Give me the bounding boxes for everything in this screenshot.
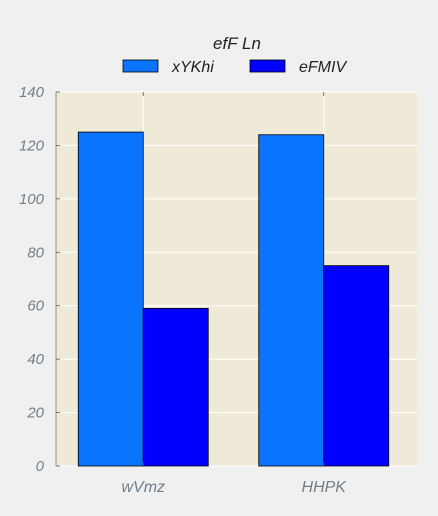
legend-title: efF Ln bbox=[213, 34, 261, 53]
y-tick-label: 100 bbox=[19, 191, 45, 208]
legend[interactable]: efF Ln xYKhi eFMIV bbox=[122, 34, 347, 76]
bar-eFMIV-HHPK[interactable] bbox=[323, 265, 390, 467]
y-tick-label: 60 bbox=[27, 298, 44, 315]
bar-xYKhi-HHPK[interactable] bbox=[258, 134, 325, 467]
bar-xYKhi-wVmz[interactable] bbox=[77, 131, 144, 467]
y-tick-label: 40 bbox=[27, 351, 44, 368]
x-tick-label: wVmz bbox=[121, 479, 165, 496]
x-tick-label: HHPK bbox=[302, 479, 348, 496]
legend-label-eFMIV: eFMIV bbox=[299, 59, 347, 76]
y-tick-label: 0 bbox=[36, 458, 45, 475]
legend-label-xYKhi: xYKhi bbox=[171, 59, 214, 76]
bar-eFMIV-wVmz[interactable] bbox=[142, 307, 209, 467]
y-tick-label: 140 bbox=[19, 84, 45, 101]
bars bbox=[77, 131, 390, 467]
y-tick-label: 120 bbox=[19, 137, 45, 154]
legend-swatch-eFMIV[interactable] bbox=[249, 59, 286, 73]
legend-swatch-xYKhi[interactable] bbox=[122, 59, 159, 73]
y-tick-label: 80 bbox=[27, 244, 44, 261]
y-tick-label: 20 bbox=[26, 405, 44, 422]
axes: 0 20 40 60 80 100 120 140 wVmz HHPK bbox=[19, 84, 347, 496]
